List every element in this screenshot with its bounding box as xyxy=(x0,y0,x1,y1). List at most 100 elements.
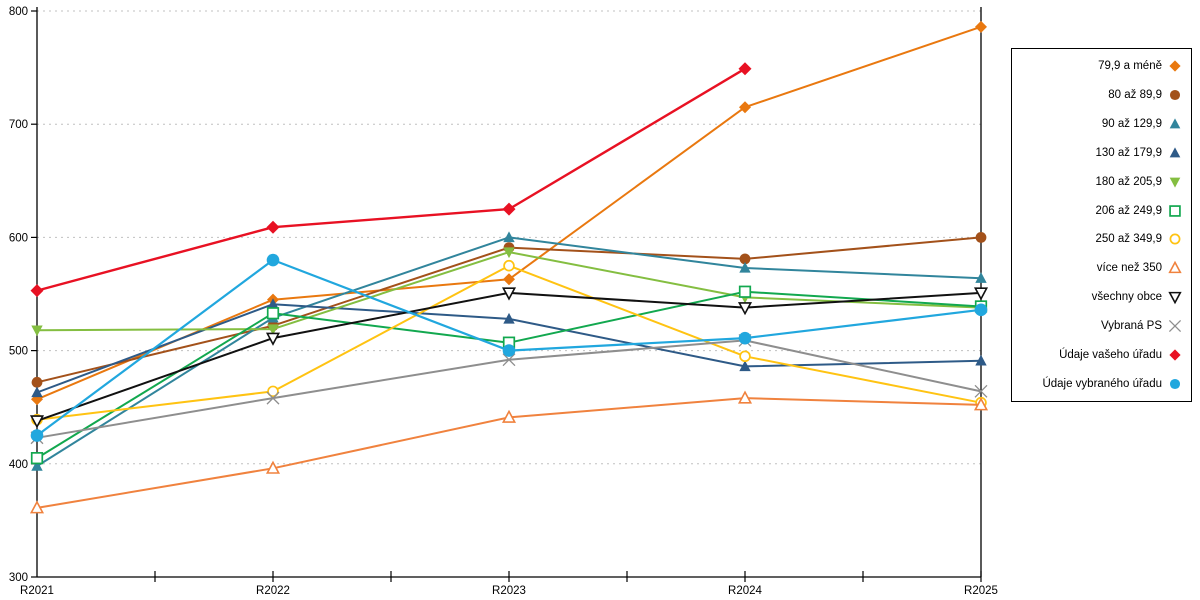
diamond-marker xyxy=(738,62,752,76)
triangle-down-marker xyxy=(265,332,281,346)
legend-label: 250 až 349,9 xyxy=(1095,233,1162,246)
triangle-down-marker xyxy=(503,247,515,259)
square-legend-marker-icon xyxy=(1169,204,1181,217)
x-marker xyxy=(502,353,516,367)
triangle-up-marker xyxy=(267,298,279,309)
triangle-up-marker xyxy=(973,397,989,411)
x-legend-marker-icon xyxy=(1168,319,1182,332)
legend-item: 79,9 a méně xyxy=(1016,52,1183,80)
diamond-marker xyxy=(975,20,987,33)
legend-item: 206 až 249,9 xyxy=(1016,197,1183,225)
diamond-marker xyxy=(503,273,515,286)
x-axis-label: R2024 xyxy=(728,585,762,597)
legend-item: 90 až 129,9 xyxy=(1016,110,1183,138)
diamond-marker xyxy=(30,284,44,298)
triangle-up-marker xyxy=(739,261,751,273)
circle-marker xyxy=(974,303,988,317)
triangle-up-marker xyxy=(265,460,281,474)
triangle-down-marker xyxy=(1168,291,1182,305)
legend-item: Údaje vašeho úřadu xyxy=(1016,341,1183,369)
triangle-down-marker xyxy=(737,302,753,316)
triangle-up-marker xyxy=(1169,118,1181,129)
triangle-up-marker xyxy=(503,312,515,324)
triangle-up-marker xyxy=(737,390,753,404)
triangle-up-marker xyxy=(31,460,43,471)
circle-marker xyxy=(738,331,752,345)
diamond-marker xyxy=(266,220,280,234)
diamond-marker xyxy=(1169,60,1181,73)
triangle-down-legend-marker-icon xyxy=(1168,291,1182,305)
circle-marker xyxy=(1169,90,1181,101)
triangle-down-marker xyxy=(29,415,45,429)
triangle-up-legend-marker-icon xyxy=(1168,260,1182,274)
x-marker xyxy=(1168,319,1182,332)
legend-label: Údaje vybraného úřadu xyxy=(1042,377,1162,390)
triangle-down-marker xyxy=(31,325,43,337)
legend-item: více než 350 xyxy=(1016,254,1183,282)
x-axis-label: R2023 xyxy=(492,585,526,597)
square-marker xyxy=(266,307,280,320)
triangle-up-legend-marker-icon xyxy=(1169,118,1181,129)
legend-label: 130 až 179,9 xyxy=(1095,146,1162,159)
diamond-marker xyxy=(739,101,751,114)
legend-label: 79,9 a méně xyxy=(1098,60,1162,73)
series-line xyxy=(36,67,746,292)
triangle-up-legend-marker-icon xyxy=(1169,147,1181,158)
triangle-up-marker xyxy=(975,354,987,366)
legend-label: Údaje vašeho úřadu xyxy=(1059,348,1162,361)
circle-marker xyxy=(739,350,751,363)
x-marker xyxy=(266,391,280,405)
triangle-down-marker xyxy=(267,324,279,336)
y-axis-label: 500 xyxy=(9,346,28,358)
chart-legend: 79,9 a méně 80 až 89,9 90 až 129,9 130 až 1… xyxy=(1011,48,1192,402)
circle-marker xyxy=(266,253,280,267)
x-marker xyxy=(974,384,988,398)
triangle-down-marker xyxy=(1169,177,1181,188)
triangle-up-marker xyxy=(503,231,515,243)
legend-label: 90 až 129,9 xyxy=(1101,118,1162,131)
legend-item: Údaje vybraného úřadu xyxy=(1016,370,1183,398)
diamond-marker xyxy=(1169,349,1181,361)
square-marker xyxy=(30,452,44,465)
circle-marker xyxy=(503,259,515,272)
circle-legend-marker-icon xyxy=(1169,90,1181,101)
legend-item: 180 až 205,9 xyxy=(1016,168,1183,196)
triangle-up-marker xyxy=(501,409,517,423)
x-axis-label: R2021 xyxy=(20,585,54,597)
triangle-up-marker xyxy=(975,272,987,283)
legend-label: 80 až 89,9 xyxy=(1108,89,1162,102)
circle-legend-marker-icon xyxy=(1169,378,1181,389)
diamond-legend-marker-icon xyxy=(1169,349,1181,361)
triangle-up-marker xyxy=(1168,260,1182,274)
legend-label: více než 350 xyxy=(1096,262,1162,275)
triangle-up-marker xyxy=(739,360,751,372)
circle-marker xyxy=(1169,233,1181,245)
y-axis-label: 400 xyxy=(9,459,28,471)
y-axis-label: 300 xyxy=(9,572,28,584)
y-axis-label: 700 xyxy=(9,119,28,131)
diamond-legend-marker-icon xyxy=(1169,60,1181,73)
legend-item: všechny obce xyxy=(1016,283,1183,311)
legend-item: Vybraná PS xyxy=(1016,312,1183,340)
triangle-down-marker xyxy=(973,287,989,301)
triangle-up-marker xyxy=(1169,147,1181,158)
circle-marker xyxy=(31,376,43,388)
circle-marker xyxy=(30,429,44,442)
legend-label: 180 až 205,9 xyxy=(1095,175,1162,188)
legend-label: Vybraná PS xyxy=(1101,319,1162,332)
circle-marker xyxy=(739,253,751,265)
square-marker xyxy=(738,285,752,298)
square-marker xyxy=(1169,204,1181,217)
triangle-up-marker xyxy=(31,386,43,398)
circle-marker xyxy=(975,232,987,243)
y-axis-label: 800 xyxy=(9,6,28,18)
diamond-marker xyxy=(502,202,516,216)
legend-label: všechny obce xyxy=(1091,291,1162,304)
x-axis-label: R2025 xyxy=(964,585,998,597)
circle-marker xyxy=(267,385,279,398)
circle-marker xyxy=(1169,378,1181,389)
triangle-up-marker xyxy=(29,500,45,514)
triangle-down-marker xyxy=(501,287,517,301)
